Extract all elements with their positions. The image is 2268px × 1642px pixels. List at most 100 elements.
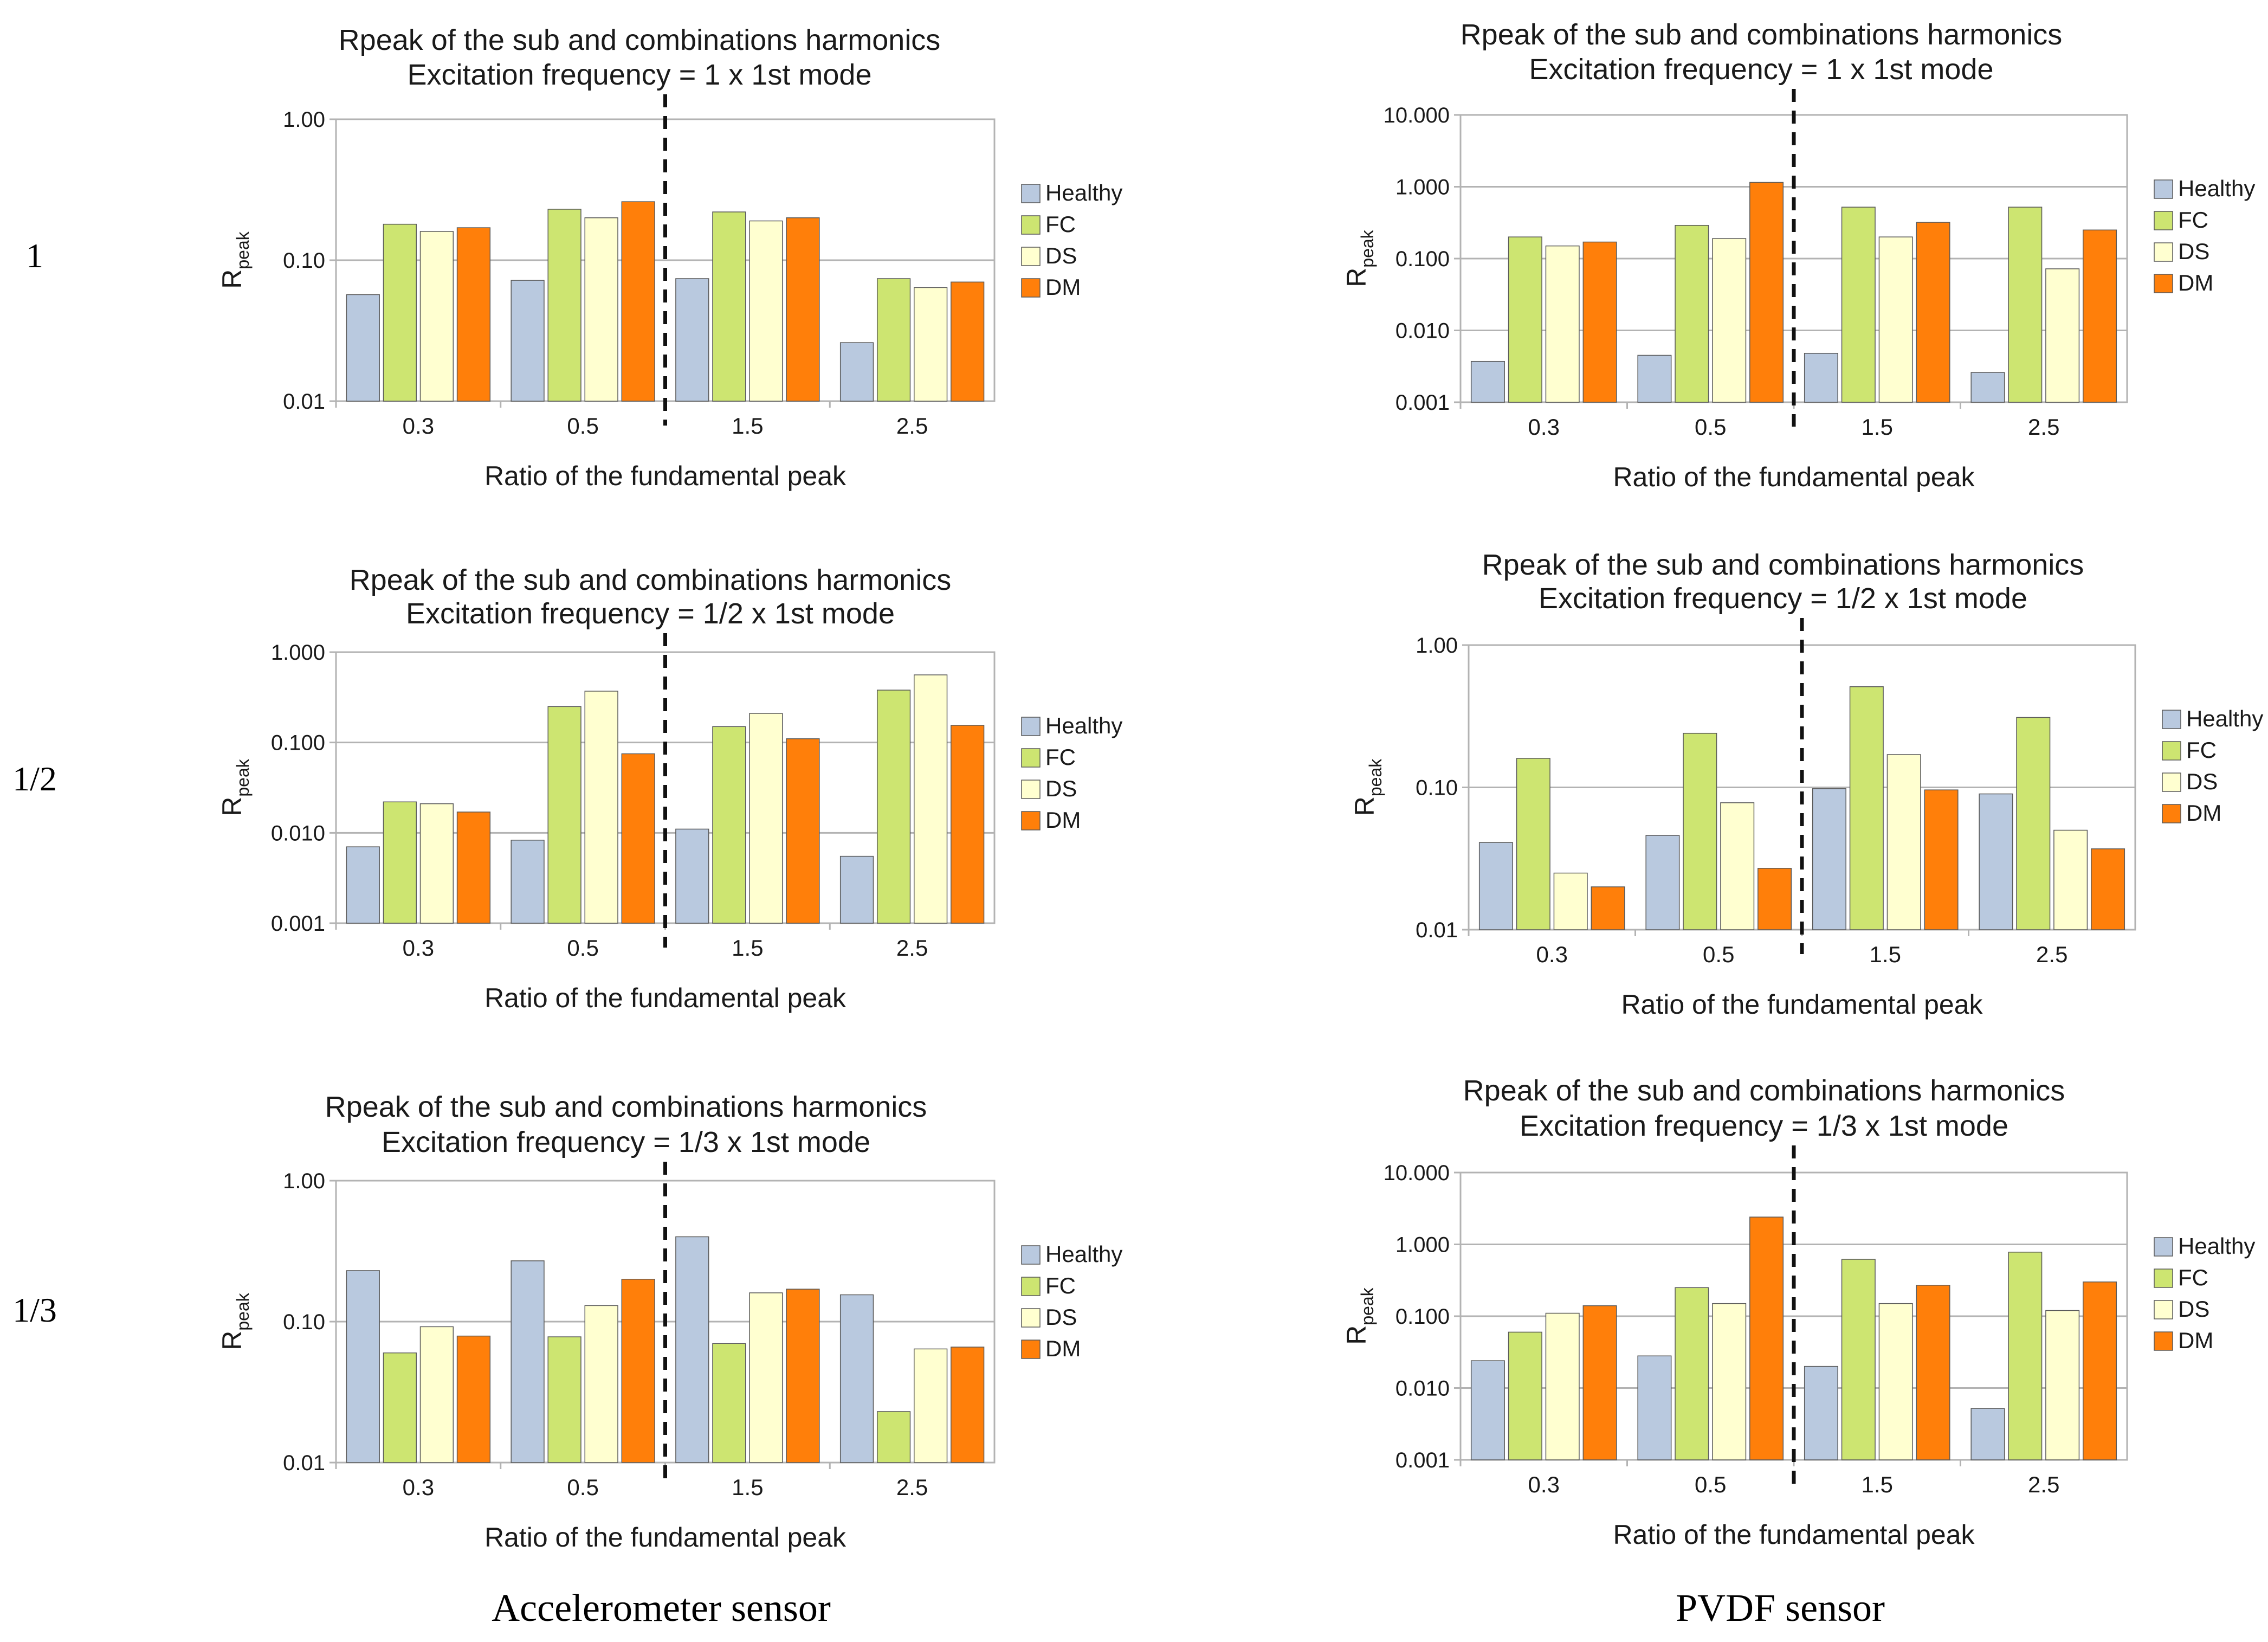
bar-fc-2-5 — [876, 278, 911, 402]
y-tick-label: 0.010 — [1395, 1377, 1450, 1401]
bar-healthy-0-3 — [346, 294, 380, 402]
bar-ds-1-5 — [1886, 754, 1921, 930]
bar-ds-0-3 — [419, 1326, 454, 1463]
y-tick-label: 10.000 — [1384, 104, 1450, 127]
bar-fc-1-5 — [1849, 686, 1884, 930]
legend-swatch-fc — [1021, 748, 1041, 768]
bar-fc-0-3 — [383, 1352, 417, 1463]
x-tick-label: 0.3 — [1528, 414, 1560, 440]
y-axis-label: Rpeak — [1341, 1287, 1377, 1345]
legend-swatch-ds — [1021, 247, 1041, 266]
x-axis-label: Ratio of the fundamental peak — [484, 983, 847, 1013]
x-tick-label: 0.3 — [403, 413, 434, 439]
legend-label-healthy: Healthy — [2178, 176, 2255, 201]
y-axis-label-main: R — [1341, 268, 1372, 287]
y-tick-label: 10.000 — [1384, 1161, 1450, 1185]
bar-healthy-0-3 — [1470, 1360, 1505, 1460]
x-tick-label: 0.3 — [403, 935, 434, 961]
bar-ds-2-5 — [2045, 268, 2080, 403]
sensor-label-accelerometer: Accelerometer sensor — [492, 1586, 831, 1630]
chart-pvdf-1x: Rpeak of the sub and combinations harmon… — [1341, 18, 2255, 492]
bar-dm-0-3 — [456, 1335, 491, 1463]
bar-dm-0-5 — [621, 201, 655, 402]
y-axis-label-main: R — [217, 797, 247, 816]
bar-dm-1-5 — [786, 738, 820, 924]
y-tick-label: 0.001 — [1395, 1448, 1450, 1472]
y-tick-label: 0.100 — [1395, 247, 1450, 271]
bar-healthy-0-3 — [346, 1270, 380, 1463]
bar-dm-0-3 — [1582, 1305, 1617, 1460]
bar-fc-1-5 — [712, 1343, 746, 1463]
bar-dm-0-5 — [621, 1278, 655, 1463]
bar-ds-1-5 — [749, 1292, 783, 1463]
chart-subtitle: Excitation frequency = 1/2 x 1st mode — [406, 597, 895, 630]
y-axis-label-subscript: peak — [1366, 758, 1385, 796]
legend-label-ds: DS — [1045, 243, 1077, 268]
bar-fc-0-3 — [383, 223, 417, 402]
x-tick-label: 2.5 — [896, 413, 928, 439]
bar-fc-0-5 — [547, 1336, 581, 1463]
chart-accelerometer-1x: Rpeak of the sub and combinations harmon… — [217, 24, 1122, 491]
bar-healthy-2-5 — [1970, 1408, 2005, 1460]
y-tick-label: 1.00 — [1416, 634, 1458, 658]
bar-healthy-0-5 — [1637, 1355, 1672, 1460]
bar-ds-0-5 — [584, 691, 618, 924]
x-tick-label: 0.5 — [1703, 942, 1734, 967]
legend-swatch-fc — [2154, 1268, 2173, 1288]
x-axis-label: Ratio of the fundamental peak — [1621, 989, 1983, 1020]
bar-ds-1-5 — [1878, 1303, 1913, 1460]
y-tick-label: 0.010 — [271, 821, 325, 845]
bar-healthy-0-3 — [1478, 842, 1513, 930]
bar-dm-0-5 — [1757, 868, 1792, 930]
chart-subtitle: Excitation frequency = 1/3 x 1st mode — [1520, 1110, 2008, 1142]
bar-dm-1-5 — [1924, 789, 1959, 930]
y-axis-label: Rpeak — [217, 758, 253, 816]
legend-swatch-fc — [1021, 1277, 1041, 1296]
x-tick-label: 0.3 — [1536, 942, 1568, 967]
legend-label-ds: DS — [2178, 239, 2209, 264]
y-tick-label: 1.000 — [1395, 1233, 1450, 1257]
chart-subtitle: Excitation frequency = 1 x 1st mode — [408, 59, 872, 91]
x-tick-label: 0.5 — [1695, 1472, 1726, 1497]
y-axis-label-main: R — [217, 1331, 247, 1350]
x-tick-label: 1.5 — [1870, 942, 1901, 967]
bar-fc-2-5 — [2016, 717, 2051, 930]
bar-healthy-0-5 — [511, 280, 545, 402]
x-tick-label: 2.5 — [2028, 414, 2059, 440]
legend-label-ds: DS — [2178, 1296, 2209, 1322]
legend-label-healthy: Healthy — [1045, 713, 1122, 738]
bar-ds-1-5 — [749, 220, 783, 402]
chart-subtitle: Excitation frequency = 1/3 x 1st mode — [382, 1126, 870, 1158]
bar-ds-1-5 — [1878, 236, 1913, 403]
bar-fc-0-3 — [1508, 1331, 1542, 1460]
bar-dm-0-3 — [456, 812, 491, 924]
legend-label-healthy: Healthy — [1045, 1241, 1122, 1267]
bar-fc-0-3 — [1516, 758, 1550, 930]
x-tick-label: 2.5 — [896, 935, 928, 961]
bar-ds-2-5 — [2045, 1310, 2080, 1460]
y-tick-label: 0.001 — [271, 912, 325, 936]
y-axis-label-subscript: peak — [1358, 1287, 1377, 1325]
bar-dm-1-5 — [786, 217, 820, 402]
x-tick-label: 0.5 — [567, 413, 598, 439]
x-axis-label: Ratio of the fundamental peak — [1613, 462, 1975, 492]
legend-label-dm: DM — [1045, 807, 1081, 833]
bar-ds-0-5 — [1712, 238, 1747, 403]
legend-swatch-ds — [1021, 780, 1041, 799]
y-axis-label-main: R — [217, 269, 247, 289]
sensor-label-pvdf: PVDF sensor — [1676, 1586, 1885, 1630]
bar-ds-0-3 — [1545, 1312, 1580, 1460]
bar-dm-0-5 — [1749, 1216, 1784, 1460]
chart-pvdf-third: Rpeak of the sub and combinations harmon… — [1341, 1074, 2255, 1550]
y-tick-label: 0.10 — [283, 1310, 325, 1334]
bar-fc-0-5 — [547, 706, 581, 924]
chart-pvdf-half: Rpeak of the sub and combinations harmon… — [1349, 549, 2263, 1020]
legend-swatch-dm — [2162, 804, 2181, 823]
legend-label-ds: DS — [2186, 769, 2218, 794]
y-axis-label: Rpeak — [1341, 229, 1377, 287]
legend-swatch-fc — [2162, 741, 2181, 761]
y-axis-label-subscript: peak — [233, 231, 253, 269]
x-axis-label: Ratio of the fundamental peak — [1613, 1519, 1975, 1550]
y-tick-label: 0.100 — [1395, 1305, 1450, 1329]
bar-healthy-1-5 — [675, 278, 709, 402]
